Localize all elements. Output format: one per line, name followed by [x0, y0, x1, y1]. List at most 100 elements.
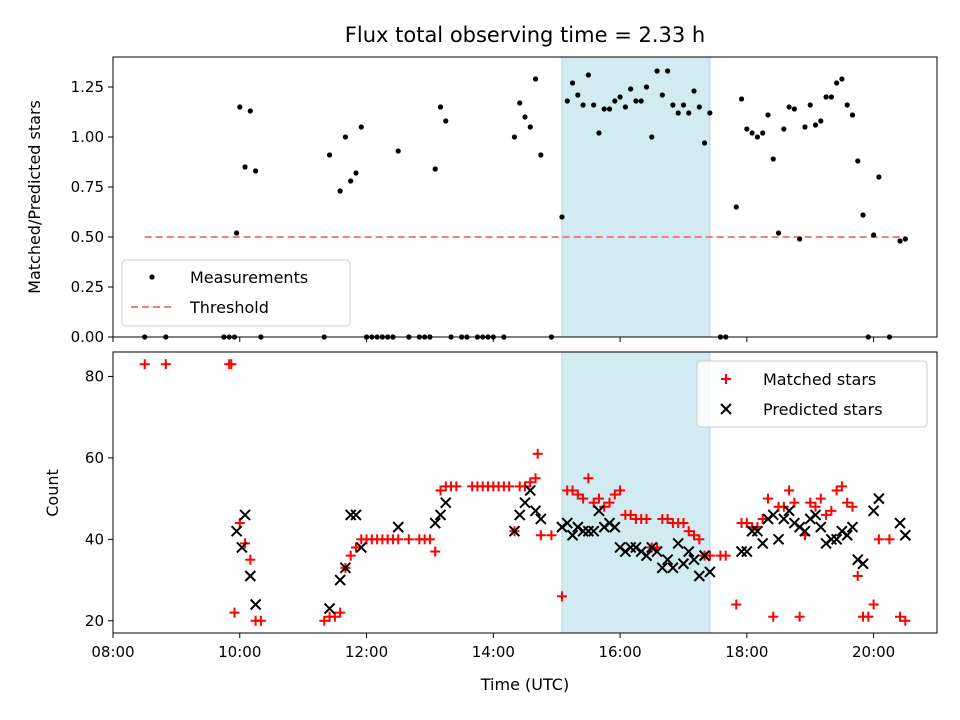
count-shaded-interval	[561, 351, 711, 634]
matched-star-point	[451, 481, 462, 492]
measurement-point	[791, 106, 797, 112]
predicted-star-point	[561, 517, 573, 529]
matched-star-point	[532, 448, 543, 459]
ratio-y-tick-label: 0.50	[71, 228, 104, 246]
predicted-star-point	[735, 545, 748, 558]
measurement-point	[585, 72, 591, 78]
measurement-point	[532, 76, 539, 82]
measurement-point	[897, 238, 903, 244]
predicted-star-point	[566, 529, 579, 541]
ratio-y-axis-label: Matched/Predicted stars	[25, 100, 44, 294]
measurement-point	[337, 188, 343, 194]
x-axis-label: Time (UTC)	[480, 675, 569, 694]
matched-star-point	[525, 477, 536, 488]
matched-star-point	[609, 489, 620, 500]
measurement-point	[839, 76, 845, 82]
measurement-point	[395, 148, 401, 154]
predicted-star-point	[392, 521, 404, 533]
matched-star-point	[847, 501, 858, 512]
measurement-point	[601, 106, 607, 112]
predicted-star-point	[756, 537, 769, 550]
predicted-star-point	[894, 517, 906, 529]
matched-star-point	[556, 591, 567, 602]
measurement-point	[326, 152, 333, 158]
predicted-star-point	[672, 537, 684, 550]
count-panel: 08:00 10:00 12:00 14:00 16:00 18:00 20:00 20 40 6…	[85, 351, 938, 661]
count-frame	[112, 351, 938, 634]
matched-star-point	[255, 615, 266, 626]
measurement-point	[348, 178, 354, 184]
measurement-point	[844, 102, 850, 108]
matched-star-point	[852, 570, 863, 581]
matched-star-point	[868, 599, 879, 610]
predicted-star-point	[334, 574, 346, 586]
measurement-point	[358, 124, 364, 130]
predicted-star-point	[440, 496, 452, 509]
count-x-tick-label: 10:00	[218, 643, 261, 661]
measurement-point	[802, 124, 808, 130]
measurement-point	[622, 104, 628, 110]
predicted-star-point	[508, 525, 521, 537]
measurement-point	[432, 166, 438, 172]
predicted-star-point	[809, 509, 822, 521]
predicted-star-point	[693, 570, 706, 582]
predicted-star-point	[230, 525, 243, 537]
measurement-point	[871, 232, 877, 238]
measurement-point	[654, 68, 660, 74]
measurement-point	[754, 134, 761, 140]
measurement-point	[701, 140, 708, 146]
measurements-legend-label: Measurements	[190, 268, 308, 287]
predicted-star-point	[688, 553, 700, 566]
predicted-star-point	[434, 509, 447, 521]
matched-star-point	[615, 485, 626, 496]
ratio-legend: Measurements Threshold	[121, 259, 351, 327]
matched-star-point	[757, 513, 768, 524]
matched-star-point	[826, 505, 837, 516]
matched-star-point	[884, 534, 895, 545]
measurement-point	[242, 164, 248, 170]
matched-star-point	[842, 497, 853, 508]
matched-star-point	[768, 611, 779, 622]
measurement-point	[511, 134, 518, 140]
predicted-star-point	[846, 521, 859, 533]
measurement-point	[686, 110, 692, 116]
measurement-point	[617, 94, 623, 100]
predicted-star-point	[799, 525, 811, 537]
matched-star-point	[245, 554, 256, 565]
matched-star-point	[234, 518, 245, 529]
threshold-legend-label: Threshold	[189, 298, 269, 317]
predicted-star-point	[815, 521, 827, 533]
predicted-star-point	[778, 513, 790, 525]
measurement-point	[744, 126, 750, 132]
matched-star-point	[836, 481, 847, 492]
matched-star-point	[805, 497, 816, 508]
measurement-point	[749, 130, 755, 136]
measurement-point	[628, 86, 634, 92]
measurement-point	[812, 122, 819, 128]
matched-legend-label: Matched stars	[763, 370, 876, 389]
measurement-point	[517, 100, 523, 106]
measurement-point	[760, 130, 766, 136]
measurement-point	[638, 98, 644, 104]
matched-legend-marker	[721, 374, 731, 384]
measurement-point	[876, 174, 882, 180]
predicted-star-point	[244, 570, 257, 582]
measurement-point	[902, 236, 908, 242]
matched-star-point	[863, 611, 874, 622]
measurement-point	[733, 204, 739, 210]
measurement-point	[237, 104, 243, 110]
measurement-point	[834, 80, 840, 86]
matched-star-point	[139, 359, 150, 370]
count-legend: Matched stars Predicted stars	[696, 360, 928, 428]
predicted-star-point	[783, 505, 795, 517]
measurement-point	[828, 94, 834, 100]
predicted-star-point	[857, 558, 869, 570]
measurement-point	[855, 158, 861, 164]
predicted-star-point	[593, 505, 605, 517]
count-x-tick-label: 14:00	[472, 643, 515, 661]
measurement-point	[353, 170, 359, 176]
matched-star-point	[831, 485, 842, 496]
ratio-y-tick-label: 1.00	[71, 128, 104, 146]
ratio-legend-frame	[121, 259, 351, 327]
matched-star-point	[319, 615, 330, 626]
